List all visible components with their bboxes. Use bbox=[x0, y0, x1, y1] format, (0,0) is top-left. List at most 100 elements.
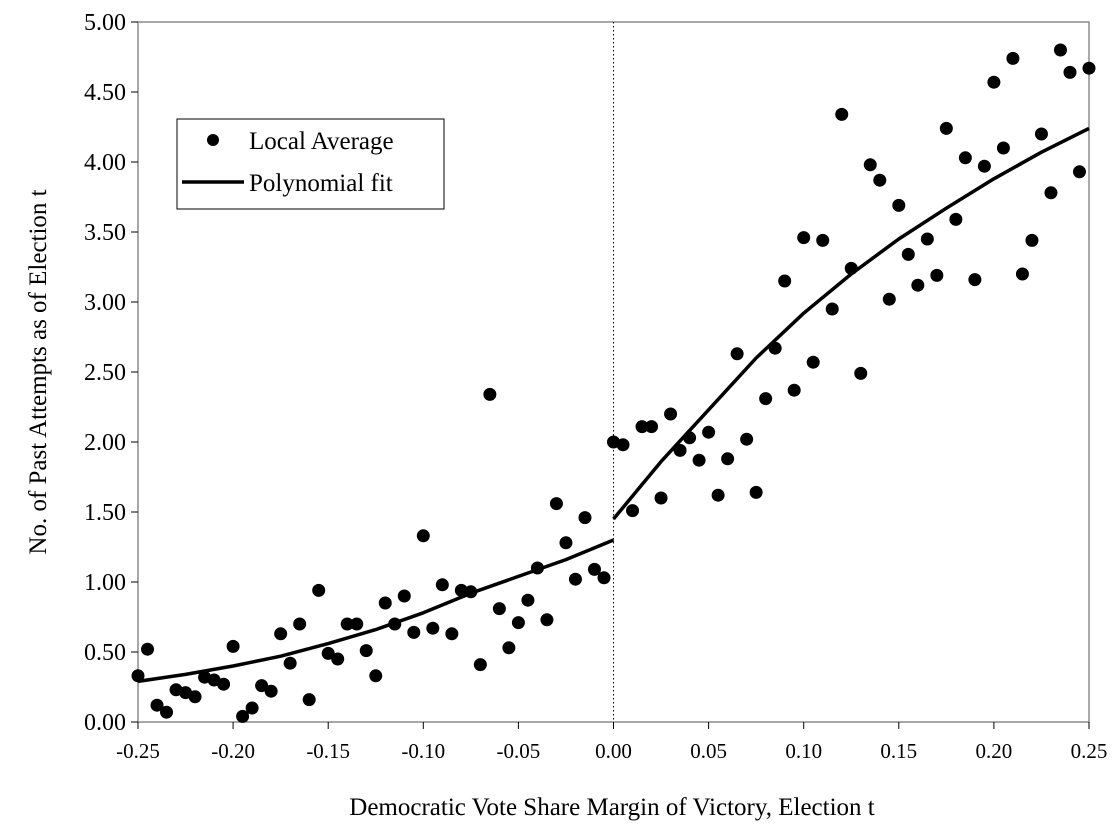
data-point bbox=[521, 593, 535, 607]
data-point bbox=[873, 173, 887, 187]
x-tick-label: 0.10 bbox=[785, 739, 822, 763]
data-point bbox=[141, 642, 155, 656]
data-point bbox=[673, 443, 687, 457]
data-point bbox=[359, 644, 373, 658]
y-tick-label: 0.50 bbox=[84, 640, 126, 666]
x-axis-label: Democratic Vote Share Margin of Victory,… bbox=[349, 794, 875, 821]
data-point bbox=[511, 616, 525, 630]
x-tick-label: -0.15 bbox=[306, 739, 350, 763]
data-point bbox=[1082, 61, 1096, 75]
y-tick-label: 3.50 bbox=[84, 220, 126, 246]
data-point bbox=[378, 596, 392, 610]
data-point bbox=[397, 589, 411, 603]
data-point bbox=[388, 617, 402, 631]
data-point bbox=[492, 602, 506, 616]
data-point bbox=[568, 572, 582, 586]
y-tick-label: 0.00 bbox=[84, 710, 126, 736]
data-point bbox=[949, 212, 963, 226]
data-point bbox=[255, 679, 269, 693]
x-tick-label: -0.05 bbox=[497, 739, 541, 763]
data-point bbox=[692, 453, 706, 467]
legend-marker-local-average bbox=[207, 134, 219, 146]
data-point bbox=[939, 121, 953, 135]
data-point bbox=[1044, 186, 1058, 200]
x-axis: -0.25 -0.20 -0.15 -0.10 -0.05 0.00 0.05 0.10 0.1… bbox=[116, 722, 1107, 763]
x-tick-label: 0.05 bbox=[690, 739, 727, 763]
data-point bbox=[844, 261, 858, 275]
data-point bbox=[1072, 165, 1086, 179]
y-axis-label: No. of Past Attempts as of Election t bbox=[25, 189, 52, 554]
y-tick-label: 4.00 bbox=[84, 150, 126, 176]
data-point bbox=[635, 420, 649, 434]
data-point bbox=[806, 355, 820, 369]
data-point bbox=[502, 641, 516, 655]
x-tick-label: 0.25 bbox=[1071, 739, 1108, 763]
data-point bbox=[911, 278, 925, 292]
data-point bbox=[435, 578, 449, 592]
y-tick-label: 2.50 bbox=[84, 360, 126, 386]
data-point bbox=[996, 141, 1010, 155]
data-point bbox=[787, 383, 801, 397]
data-point bbox=[236, 709, 250, 723]
data-point bbox=[483, 387, 497, 401]
data-point bbox=[454, 583, 468, 597]
x-tick-label: 0.00 bbox=[595, 739, 632, 763]
data-point bbox=[264, 684, 278, 698]
data-point bbox=[407, 625, 421, 639]
data-point bbox=[740, 432, 754, 446]
data-point bbox=[597, 571, 611, 585]
data-point bbox=[578, 511, 592, 525]
y-axis: 0.00 0.50 1.00 1.50 2.00 2.50 3.00 3.50 4.00 4.50… bbox=[84, 10, 138, 736]
data-point bbox=[473, 658, 487, 672]
data-point bbox=[1025, 233, 1039, 247]
data-point bbox=[549, 497, 563, 511]
data-point bbox=[293, 617, 307, 631]
y-tick-label: 5.00 bbox=[84, 10, 126, 36]
data-point bbox=[369, 669, 383, 683]
data-point bbox=[835, 107, 849, 121]
data-point bbox=[587, 562, 601, 576]
y-tick-label: 1.00 bbox=[84, 570, 126, 596]
data-point bbox=[302, 693, 316, 707]
data-point bbox=[654, 491, 668, 505]
data-point bbox=[683, 431, 697, 445]
y-tick-label: 4.50 bbox=[84, 80, 126, 106]
data-point bbox=[416, 529, 430, 543]
x-tick-label: -0.25 bbox=[116, 739, 160, 763]
data-point bbox=[711, 488, 725, 502]
data-point bbox=[987, 75, 1001, 89]
data-point bbox=[160, 705, 174, 719]
data-point bbox=[1053, 43, 1067, 57]
data-point bbox=[825, 302, 839, 316]
data-point bbox=[1015, 267, 1029, 281]
y-tick-label: 2.00 bbox=[84, 430, 126, 456]
data-point bbox=[968, 273, 982, 287]
data-point bbox=[340, 617, 354, 631]
data-point bbox=[1034, 127, 1048, 141]
data-point bbox=[426, 621, 440, 635]
data-point bbox=[797, 231, 811, 245]
legend-label-polynomial-fit: Polynomial fit bbox=[249, 170, 393, 197]
data-point bbox=[749, 485, 763, 499]
data-point bbox=[768, 341, 782, 355]
data-point bbox=[977, 159, 991, 173]
data-point bbox=[645, 420, 659, 434]
data-point bbox=[702, 425, 716, 439]
x-tick-label: -0.20 bbox=[211, 739, 255, 763]
data-point bbox=[331, 652, 345, 666]
data-point bbox=[901, 247, 915, 261]
data-point bbox=[892, 198, 906, 212]
y-tick-label: 1.50 bbox=[84, 500, 126, 526]
data-point bbox=[321, 646, 335, 660]
data-point bbox=[778, 274, 792, 288]
y-tick-label: 3.00 bbox=[84, 290, 126, 316]
data-point bbox=[274, 627, 288, 641]
x-tick-label: 0.20 bbox=[976, 739, 1013, 763]
data-point bbox=[245, 701, 259, 715]
data-point bbox=[616, 438, 630, 452]
data-point bbox=[816, 233, 830, 247]
data-point bbox=[540, 613, 554, 627]
data-point bbox=[559, 536, 573, 550]
data-points bbox=[131, 43, 1096, 723]
